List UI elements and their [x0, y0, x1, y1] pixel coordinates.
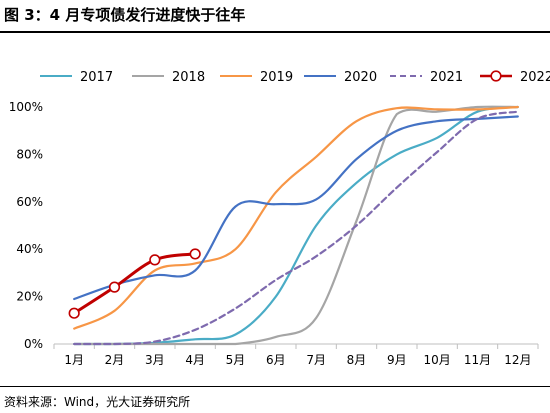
- legend-label-2020: 2020: [344, 70, 377, 85]
- data-point-2022: [149, 254, 161, 266]
- legend-label-2017: 2017: [80, 70, 113, 85]
- source-note: 资料来源：Wind，光大证券研究所: [4, 395, 191, 409]
- data-point-2022: [68, 307, 80, 319]
- series-line-2018: [73, 105, 519, 346]
- x-tick-label: 4月: [185, 353, 205, 367]
- chart-title: 图 3：4 月专项债发行进度快于往年: [4, 6, 246, 24]
- legend-label-2022: 2022: [520, 70, 550, 85]
- series-markers: [68, 248, 201, 319]
- x-tick-label: 9月: [387, 353, 407, 367]
- y-tick-label: 80%: [16, 147, 43, 161]
- x-axis: 1月 2月 3月 4月 5月 6月 7月 8月 9月 10月 11月 12月: [53, 343, 539, 367]
- legend-label-2018: 2018: [172, 70, 205, 85]
- y-tick-label: 40%: [16, 242, 43, 256]
- data-point-2022: [108, 281, 121, 293]
- legend-label-2021: 2021: [430, 70, 463, 85]
- y-tick-label: 100%: [9, 100, 43, 114]
- title-divider: [0, 31, 550, 33]
- source-divider: [0, 386, 550, 387]
- legend-marker-2022: [490, 70, 502, 82]
- x-tick-label: 11月: [464, 353, 491, 367]
- x-tick-label: 8月: [347, 353, 367, 367]
- x-tick-label: 12月: [504, 353, 531, 367]
- data-point-2022: [189, 248, 201, 260]
- y-axis: 0% 20% 40% 60% 80% 100%: [9, 100, 43, 351]
- x-tick-label: 2月: [105, 353, 125, 367]
- line-chart: 2017 2018 2019 2020 2021 2022 0% 20% 40% 60% 80% 1…: [9, 70, 550, 367]
- y-tick-label: 20%: [16, 290, 43, 304]
- y-tick-label: 0%: [24, 337, 43, 351]
- series-line-2017: [73, 105, 519, 346]
- x-tick-label: 10月: [424, 353, 451, 367]
- x-tick-label: 5月: [226, 353, 246, 367]
- series-line-2021: [73, 110, 519, 346]
- series-line-2022: [72, 252, 197, 315]
- series-lines: [72, 105, 519, 346]
- x-tick-label: 1月: [64, 353, 84, 367]
- x-tick-label: 6月: [266, 353, 286, 367]
- series-line-2020: [73, 115, 519, 301]
- chart-legend: 2017 2018 2019 2020 2021 2022: [40, 70, 550, 85]
- x-tick-label: 7月: [306, 353, 326, 367]
- y-tick-label: 60%: [16, 195, 43, 209]
- x-tick-label: 3月: [145, 353, 165, 367]
- legend-label-2019: 2019: [260, 70, 293, 85]
- series-line-2019: [73, 105, 519, 330]
